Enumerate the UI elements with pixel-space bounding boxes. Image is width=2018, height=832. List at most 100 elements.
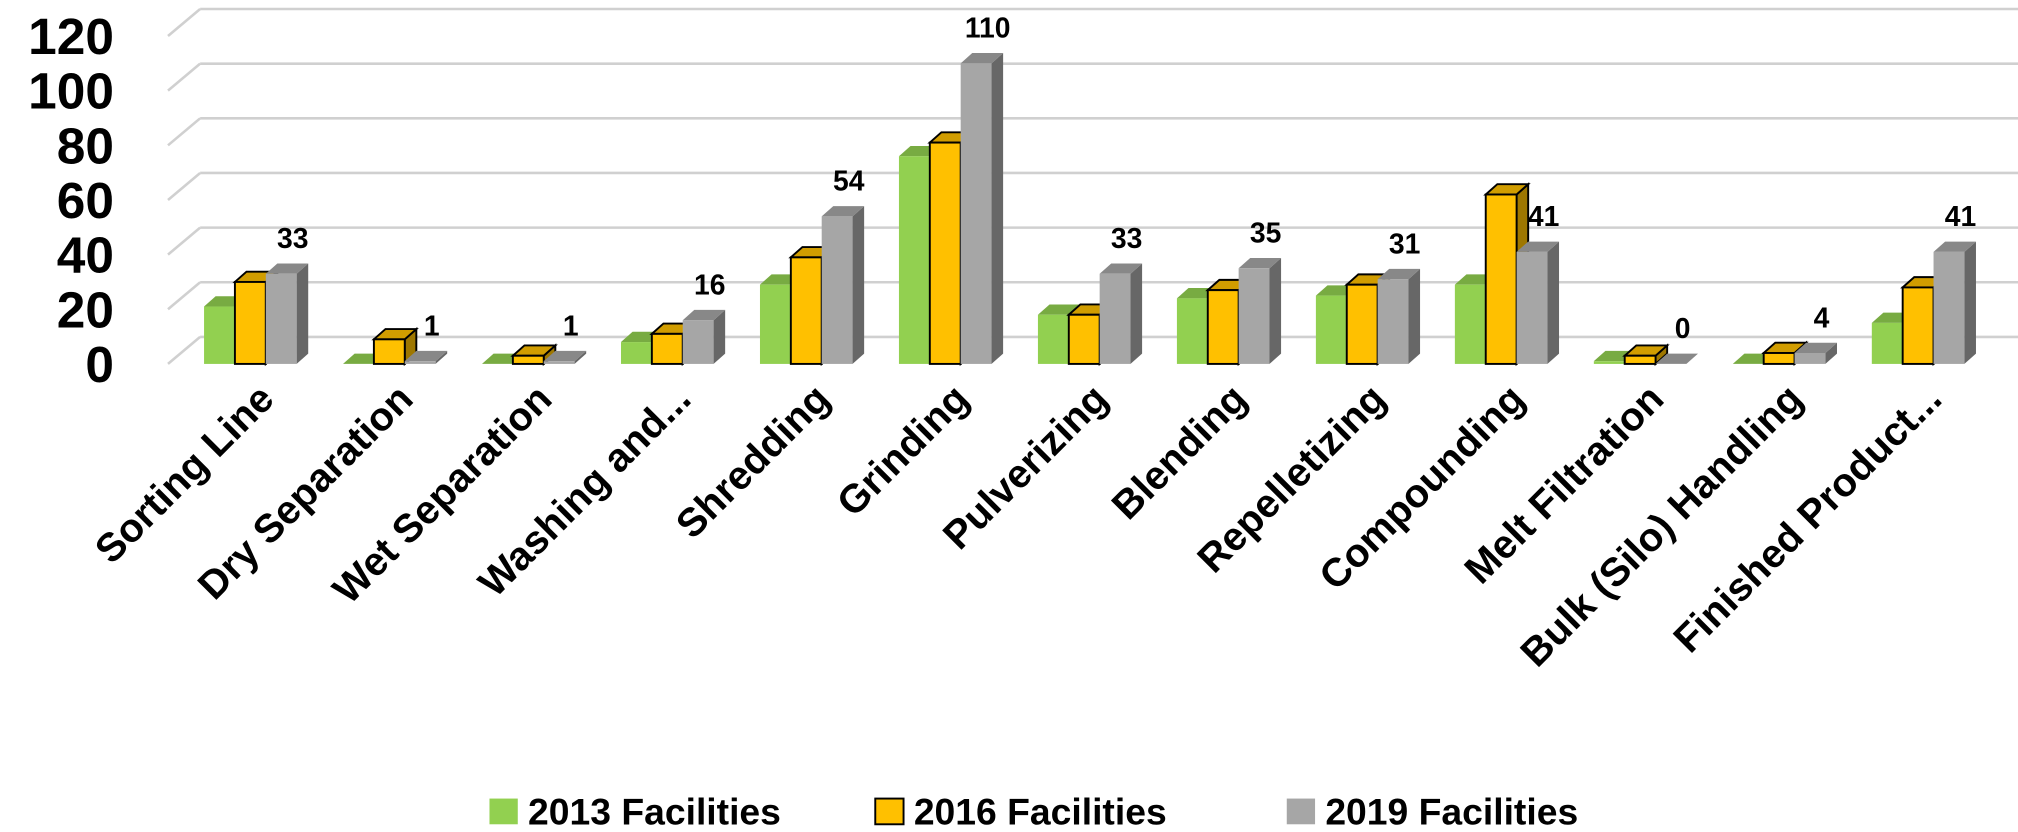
bar-top [1933,241,1976,252]
grid-line [167,62,201,92]
y-tick-label: 0 [85,335,114,393]
bar-front [1794,352,1826,364]
data-label: 4 [1814,301,1830,333]
bar [265,263,309,364]
bar-front [1484,193,1518,365]
bar-front [511,354,545,365]
bar-front [1037,314,1069,364]
bar-side [1964,241,1976,364]
bar-side [852,206,865,364]
grid-line [167,335,201,365]
data-label: 35 [1250,217,1281,249]
bar-top [404,350,448,362]
y-tick-label: 100 [28,62,114,120]
bar [371,326,419,367]
bar-top [1516,241,1560,252]
bar-front [1345,283,1379,365]
bar-front [372,338,406,365]
bar-front [1067,313,1101,365]
x-tick-label: Finished Product... [1665,376,1950,661]
bar [1794,342,1837,364]
bar-top [543,350,587,362]
legend-swatch [874,797,905,826]
bar-side [296,263,309,364]
grid-line [167,8,201,37]
bar-front [233,280,267,365]
bar-side [435,350,448,364]
legend-swatch [1286,798,1316,825]
grid-line [167,171,201,201]
bar-front [265,273,297,364]
legend-label: 2016 Facilities [914,790,1167,832]
bar-front [1901,286,1935,365]
bar [821,206,865,364]
bar-top [265,263,309,274]
bar-side [991,53,1004,364]
bar-top [1099,263,1143,274]
bar-front [1762,352,1796,365]
bar [1933,241,1976,364]
bar [543,350,587,364]
grid-line [167,281,201,311]
legend-label: 2013 Facilities [528,790,781,832]
data-label: 33 [277,222,308,254]
bar-front [960,63,992,364]
bar-front [1516,251,1548,364]
bar-front [1206,289,1240,365]
bar-front [682,320,714,364]
bar [682,309,726,364]
grid-line [167,117,201,147]
bar [960,53,1004,364]
bar-side [713,309,726,364]
bar-top [1655,353,1699,364]
bar-top [1238,257,1282,269]
bar-front [1377,279,1409,364]
x-tick-label: Grinding [829,376,978,525]
bar [404,350,448,364]
data-label: 54 [833,165,865,197]
bar [1655,353,1699,364]
data-label: 110 [965,12,1011,44]
bar-front [1454,284,1486,364]
bar-front [404,361,436,364]
bar-front [543,361,575,364]
bar-front [898,156,930,364]
grid-line [167,226,201,256]
bar-front [789,256,823,365]
bar-top [682,309,726,321]
y-tick-label: 40 [57,226,114,284]
bar-front [650,332,684,365]
bar-top [821,206,865,217]
legend-swatch [489,798,518,825]
data-label: 41 [1528,200,1559,232]
bar [1099,263,1143,364]
bar-side [1825,342,1837,364]
bar-front [1176,298,1208,364]
y-tick-label: 80 [57,116,114,174]
bar-top [960,53,1004,64]
bar-side [1408,268,1421,364]
legend-label: 2019 Facilities [1325,790,1578,832]
data-label: 1 [563,309,579,341]
bar-front [620,342,652,364]
bar-front [1315,295,1347,364]
data-label: 1 [424,309,440,341]
bar-front [1623,354,1657,365]
data-label: 31 [1389,227,1420,259]
bar [1516,241,1560,364]
data-label: 33 [1111,222,1142,254]
bar-front [1593,361,1625,364]
bar-side [1269,257,1282,364]
bar-front [1238,268,1270,364]
bar-front [1933,251,1965,364]
data-label: 0 [1675,312,1691,344]
y-tick-label: 20 [57,280,114,338]
bar-front [204,306,235,364]
bar-front [759,284,791,364]
bar-top [1037,304,1081,315]
bar-top [1794,342,1837,353]
bar-side [574,350,587,364]
data-label: 41 [1945,200,1976,232]
